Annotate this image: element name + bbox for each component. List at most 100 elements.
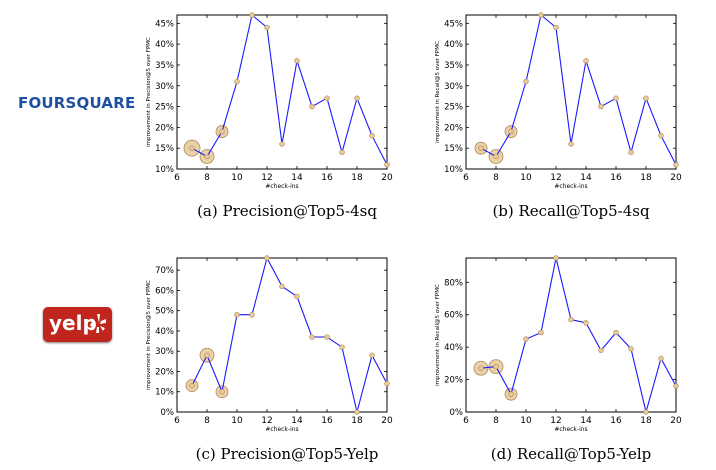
data-point <box>324 95 330 101</box>
y-tick-label: 30% <box>155 82 174 92</box>
data-point <box>553 255 559 261</box>
y-tick-label: 10% <box>155 388 174 398</box>
data-point <box>508 391 514 397</box>
data-point <box>204 153 210 160</box>
plot-frame <box>176 14 388 170</box>
y-tick-label: 15% <box>444 144 463 154</box>
data-point <box>369 352 375 358</box>
data-point <box>583 58 589 64</box>
plot-frame <box>465 14 677 170</box>
data-point <box>324 334 330 340</box>
data-point <box>264 24 270 31</box>
data-point <box>598 347 604 354</box>
data-point <box>658 133 664 139</box>
x-tick-label: 16 <box>321 416 333 426</box>
data-point <box>294 293 300 300</box>
chart-caption: (c) Precision@Top5-Yelp <box>196 445 379 463</box>
x-tick-label: 14 <box>580 416 592 426</box>
data-point <box>628 149 634 156</box>
y-axis-label: improvement in Recall@5 over FPMC <box>435 41 441 143</box>
data-point <box>354 95 360 101</box>
x-tick-label: 12 <box>261 173 272 183</box>
x-tick-label: 6 <box>463 173 469 183</box>
x-tick-label: 14 <box>580 173 592 183</box>
x-tick-label: 18 <box>351 416 363 426</box>
y-tick-label: 10% <box>155 165 174 175</box>
foursquare-logo: FOURSQUARE <box>18 94 136 112</box>
x-tick-label: 6 <box>174 173 180 183</box>
data-point <box>493 153 499 160</box>
data-point <box>384 162 390 168</box>
x-tick-label: 12 <box>550 173 561 183</box>
x-tick-label: 6 <box>463 416 469 426</box>
x-tick-label: 8 <box>493 173 499 183</box>
x-tick-label: 14 <box>291 173 303 183</box>
data-point <box>249 312 255 318</box>
data-point <box>493 363 499 370</box>
x-tick-label: 16 <box>610 416 622 426</box>
y-tick-label: 60% <box>444 311 463 321</box>
data-point <box>478 365 484 371</box>
x-tick-label: 12 <box>261 416 272 426</box>
chart-panel-d: 6 8 10 12 14 16 18 20 0% 20% 40% 60% 80% #check-ins im… <box>435 255 682 463</box>
data-point <box>384 380 390 387</box>
data-point <box>294 58 300 64</box>
data-point <box>339 344 345 350</box>
y-tick-label: 40% <box>155 327 174 337</box>
data-point <box>523 336 529 342</box>
x-tick-label: 18 <box>640 173 652 183</box>
yelp-burst-icon <box>90 314 106 333</box>
y-tick-label: 20% <box>444 376 463 386</box>
data-point <box>538 329 544 336</box>
x-axis-label: #check-ins <box>554 426 587 433</box>
x-tick-label: 18 <box>640 416 652 426</box>
data-point <box>673 162 679 168</box>
data-point <box>279 141 285 147</box>
x-tick-label: 16 <box>610 173 622 183</box>
x-tick-label: 10 <box>520 416 532 426</box>
y-tick-label: 45% <box>155 19 174 29</box>
y-tick-label: 40% <box>155 40 174 50</box>
data-point <box>478 145 484 151</box>
x-tick-label: 10 <box>231 173 243 183</box>
series-line <box>480 14 677 166</box>
x-tick-label: 20 <box>381 416 393 426</box>
chart-panel-a: 6 8 10 12 14 16 18 20 10% 15% 20% 25% 30% 35% 40% 45% #c… <box>146 12 393 220</box>
data-point <box>673 383 679 389</box>
data-point <box>553 24 559 31</box>
x-axis-label: #check-ins <box>265 426 298 433</box>
data-point <box>204 352 210 358</box>
data-point <box>643 409 649 415</box>
y-tick-label: 80% <box>444 278 463 288</box>
y-tick-label: 10% <box>444 165 463 175</box>
x-axis-label: #check-ins <box>265 183 298 190</box>
plot-frame <box>465 257 677 413</box>
data-point <box>369 133 375 139</box>
x-tick-label: 8 <box>204 416 210 426</box>
y-tick-label: 20% <box>155 123 174 133</box>
plot-frame <box>176 257 388 413</box>
data-point <box>309 103 315 110</box>
x-axis-label: #check-ins <box>554 183 587 190</box>
chart-panel-c: 6 8 10 12 14 16 18 20 0% 10% 20% 30% 40% 50% 60% 70% #ch… <box>146 255 393 463</box>
data-point <box>249 12 255 18</box>
y-axis-label: improvement in Precision@5 over FPMC <box>146 37 152 147</box>
series-line <box>480 257 677 415</box>
y-tick-label: 20% <box>444 123 463 133</box>
x-tick-label: 20 <box>670 173 682 183</box>
y-axis-label: improvement in Precision@5 over FPMC <box>146 280 152 390</box>
data-point <box>354 409 360 415</box>
data-point <box>658 355 664 362</box>
x-tick-label: 10 <box>520 173 532 183</box>
y-tick-label: 30% <box>155 347 174 357</box>
x-tick-label: 10 <box>231 416 243 426</box>
series-line <box>191 14 388 166</box>
x-tick-label: 8 <box>204 173 210 183</box>
y-tick-label: 40% <box>444 343 463 353</box>
y-tick-label: 70% <box>155 266 174 276</box>
data-point <box>234 312 240 318</box>
data-point <box>189 145 195 151</box>
series-line <box>191 256 388 413</box>
x-tick-label: 18 <box>351 173 363 183</box>
x-tick-label: 20 <box>670 416 682 426</box>
